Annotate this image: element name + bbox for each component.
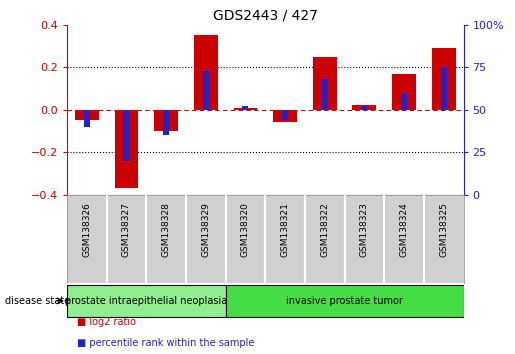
Title: GDS2443 / 427: GDS2443 / 427	[213, 8, 318, 22]
Text: invasive prostate tumor: invasive prostate tumor	[286, 296, 403, 306]
Bar	[441, 67, 447, 110]
Bar	[163, 110, 169, 135]
Bar	[243, 106, 248, 110]
Bar	[84, 110, 90, 127]
Text: GSM138324: GSM138324	[400, 202, 408, 257]
Text: ■ percentile rank within the sample: ■ percentile rank within the sample	[77, 338, 254, 348]
Text: GSM138325: GSM138325	[439, 202, 448, 257]
Text: GSM138320: GSM138320	[241, 202, 250, 257]
Text: GSM138322: GSM138322	[320, 202, 329, 257]
Text: disease state: disease state	[5, 296, 70, 306]
Bar	[392, 74, 416, 110]
Text: GSM138327: GSM138327	[122, 202, 131, 257]
Bar	[313, 57, 337, 110]
Bar	[352, 105, 376, 110]
Text: GSM138323: GSM138323	[360, 202, 369, 257]
Text: GSM138321: GSM138321	[281, 202, 289, 257]
FancyBboxPatch shape	[67, 285, 226, 317]
Text: GSM138326: GSM138326	[82, 202, 91, 257]
Bar	[322, 79, 328, 110]
Text: prostate intraepithelial neoplasia: prostate intraepithelial neoplasia	[65, 296, 228, 306]
Bar	[75, 110, 99, 120]
Bar	[194, 35, 218, 110]
Text: GSM138328: GSM138328	[162, 202, 170, 257]
Bar	[233, 108, 258, 110]
FancyBboxPatch shape	[226, 285, 464, 317]
Bar	[282, 110, 288, 120]
Text: ■ log2 ratio: ■ log2 ratio	[77, 317, 136, 327]
Bar	[432, 48, 456, 110]
Text: GSM138329: GSM138329	[201, 202, 210, 257]
Bar	[114, 110, 139, 188]
Bar	[362, 106, 367, 110]
Bar	[203, 71, 209, 110]
Bar	[124, 110, 129, 161]
Bar	[273, 110, 297, 122]
Bar	[401, 93, 407, 110]
Bar	[154, 110, 178, 131]
